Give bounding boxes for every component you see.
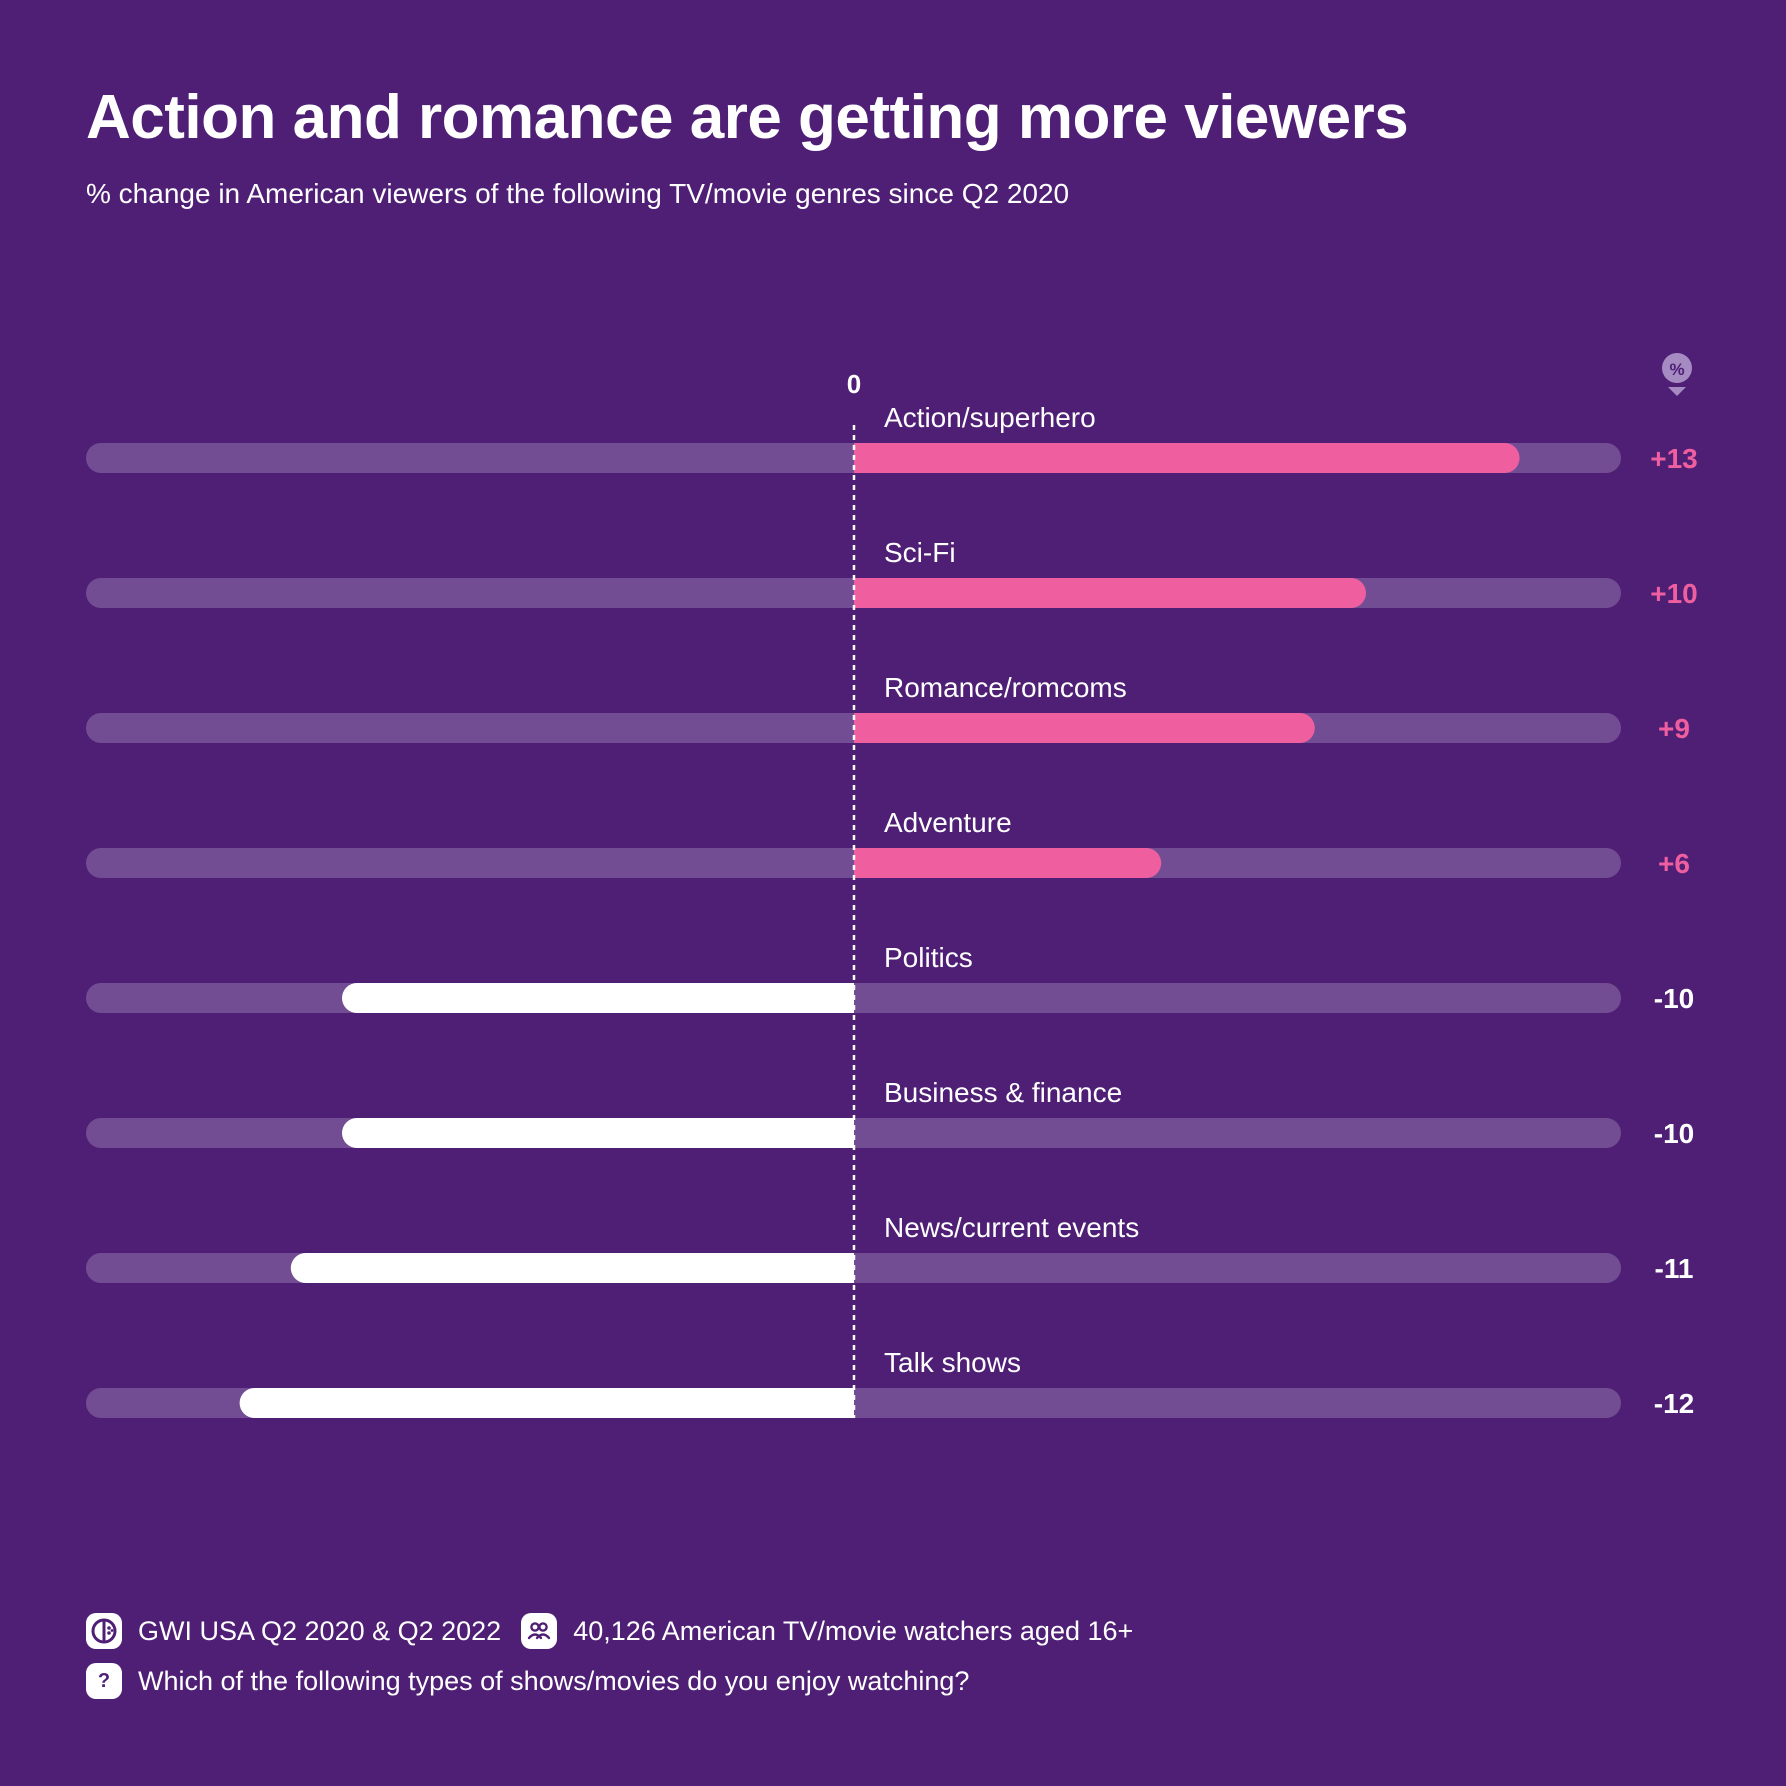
- question-icon: ?: [86, 1663, 122, 1699]
- category-label: Business & finance: [884, 1077, 1122, 1108]
- bar-sci-fi: [854, 578, 1366, 608]
- value-label: -10: [1654, 1118, 1694, 1149]
- chart-subtitle: % change in American viewers of the foll…: [86, 178, 1070, 209]
- value-label: +13: [1650, 443, 1698, 474]
- question-mark: ?: [97, 1670, 111, 1692]
- value-label: +9: [1658, 713, 1690, 744]
- footer-source-row: GWI USA Q2 2020 & Q2 2022 40,126 America…: [86, 1613, 1153, 1649]
- percent-unit-badge: %: [1662, 353, 1692, 396]
- bar-action-superhero: [854, 443, 1520, 473]
- category-labels: Action/superhero Sci-Fi Romance/romcoms Adv…: [884, 402, 1139, 1378]
- bar-track: [86, 848, 1621, 878]
- value-labels: +13 +10 +9 +6 -10 -10 -11 -12: [1650, 443, 1698, 1419]
- value-label: +6: [1658, 848, 1690, 879]
- value-label: +10: [1650, 578, 1698, 609]
- value-label: -11: [1655, 1253, 1694, 1284]
- diverging-bar-chart: 0 % Action/superhero Sci-Fi Romance/romcom…: [86, 353, 1698, 1419]
- value-label: -12: [1654, 1388, 1694, 1419]
- category-label: Action/superhero: [884, 402, 1096, 433]
- footer-question-row: ? Which of the following types of shows/…: [86, 1663, 989, 1699]
- category-label: Sci-Fi: [884, 537, 956, 568]
- bar-talk-shows: [239, 1388, 854, 1418]
- category-label: Politics: [884, 942, 973, 973]
- footer-sample: 40,126 American TV/movie watchers aged 1…: [573, 1616, 1134, 1646]
- category-label: Adventure: [884, 807, 1012, 838]
- bar-business-finance: [342, 1118, 854, 1148]
- chart-title: Action and romance are getting more view…: [86, 83, 1409, 152]
- bar-news-current-events: [290, 1253, 854, 1284]
- footer-source: GWI USA Q2 2020 & Q2 2022: [138, 1616, 502, 1646]
- category-label: News/current events: [884, 1212, 1139, 1243]
- gwi-logo-icon: [86, 1613, 122, 1649]
- bar-politics: [342, 983, 854, 1013]
- bar-adventure: [854, 848, 1162, 878]
- bar-romance-romcoms: [854, 713, 1315, 743]
- value-label: -10: [1654, 983, 1694, 1014]
- percent-unit-label: %: [1669, 360, 1684, 379]
- bars: [239, 443, 1520, 1418]
- category-label: Romance/romcoms: [884, 672, 1127, 703]
- category-label: Talk shows: [884, 1347, 1021, 1378]
- zero-tick-label: 0: [847, 369, 861, 399]
- footer-question: Which of the following types of shows/mo…: [138, 1666, 970, 1696]
- bar-track: [86, 578, 1621, 608]
- people-icon: [521, 1613, 558, 1649]
